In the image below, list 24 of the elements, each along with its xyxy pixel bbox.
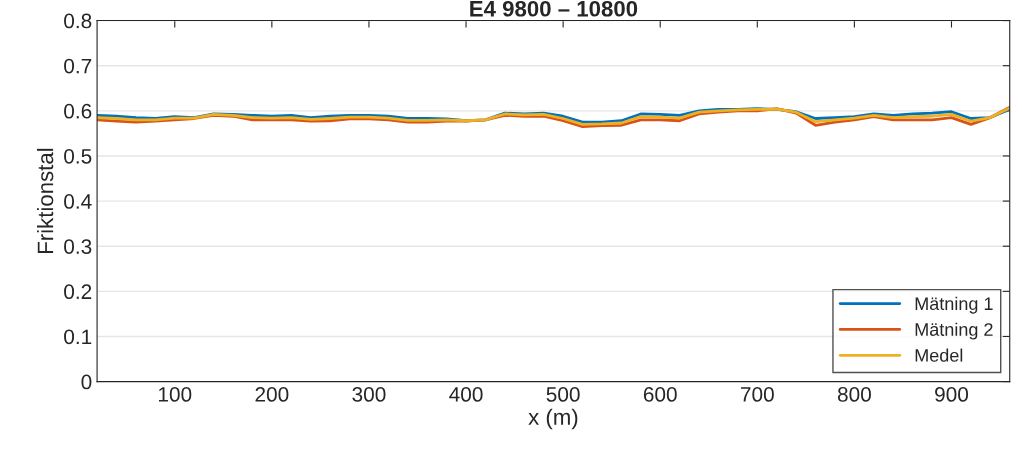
- y-tick-label: 0.5: [64, 148, 92, 164]
- x-tick-label: 500: [546, 387, 580, 402]
- y-tick-label: 0.3: [64, 239, 92, 254]
- y-tick-label: 0.8: [64, 13, 92, 29]
- x-axis-title: x (m): [528, 408, 578, 430]
- y-tick-label: 0.6: [64, 103, 92, 119]
- legend-label: Mätning 1: [915, 296, 993, 314]
- x-tick-label: 600: [643, 387, 677, 402]
- legend-label: Medel: [915, 348, 963, 362]
- x-tick-label: 300: [352, 387, 386, 402]
- x-tick-label: 800: [837, 387, 871, 402]
- chart-title: E4 9800 – 10800: [470, 0, 638, 17]
- y-tick-label: 0.7: [64, 58, 92, 74]
- y-tick-label: 0.1: [64, 329, 92, 345]
- y-axis-title: Friktionstal: [37, 148, 54, 253]
- legend-label: Mätning 2: [915, 322, 993, 340]
- x-tick-label: 900: [935, 387, 969, 402]
- y-tick-label: 0.2: [64, 284, 92, 300]
- x-tick-label: 100: [158, 387, 192, 402]
- y-tick-label: 0: [81, 374, 92, 390]
- x-tick-label: 400: [449, 387, 483, 402]
- y-tick-label: 0.4: [64, 194, 92, 209]
- x-tick-label: 200: [255, 387, 289, 402]
- x-tick-label: 700: [740, 387, 774, 402]
